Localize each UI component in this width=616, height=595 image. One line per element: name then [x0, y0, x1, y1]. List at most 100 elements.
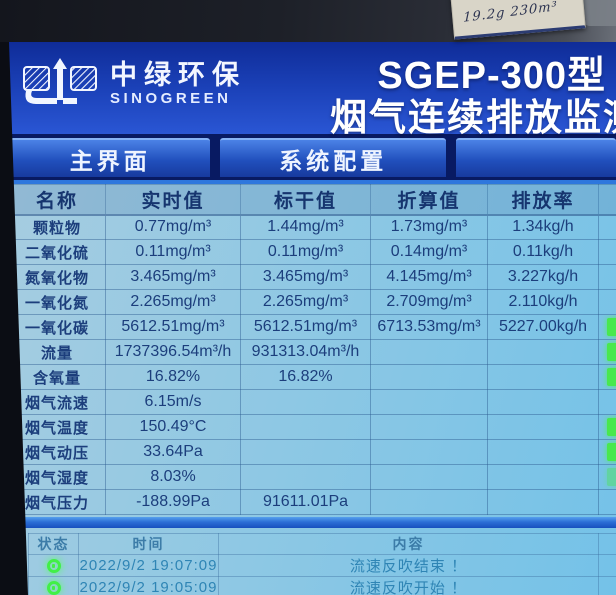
- table-row: 二氧化硫 0.11mg/m³ 0.11mg/m³ 0.14mg/m³ 0.11k…: [8, 239, 616, 265]
- section-separator: [8, 517, 616, 528]
- param-name: 烟气流速: [8, 389, 106, 415]
- value-rate: 2.110kg/h: [487, 289, 599, 315]
- value-rate: 0.11kg/h: [487, 239, 599, 265]
- value-standard: [240, 464, 371, 490]
- value-converted: 6713.53mg/m³: [370, 314, 488, 340]
- page-title-line2: 烟气连续排放监测: [330, 97, 616, 138]
- status-content: 流速反吹结束 ！: [218, 554, 599, 577]
- info-icon: [46, 559, 61, 574]
- row-indicator: [607, 418, 616, 436]
- table-row: 烟气压力 -188.99Pa 91611.01Pa: [8, 489, 616, 515]
- tab-bar: 主界面 系统配置: [8, 134, 616, 180]
- status-content: 流速反吹开始 ！: [218, 576, 599, 595]
- status-row: 2022/9/2 19:07:09 流速反吹结束 ！: [28, 554, 616, 577]
- brand-name-cn: 中绿环保: [110, 60, 246, 90]
- value-standard: 3.465mg/m³: [240, 264, 371, 290]
- value-converted: [370, 339, 488, 365]
- value-realtime: 3.465mg/m³: [105, 264, 241, 290]
- value-rate: [487, 439, 599, 465]
- value-standard: 5612.51mg/m³: [240, 314, 371, 340]
- row-indicator: [607, 468, 616, 486]
- value-standard: 0.11mg/m³: [240, 239, 371, 265]
- brand-name-en: SINOGREEN: [110, 90, 232, 107]
- row-indicator: [607, 293, 616, 311]
- value-converted: [370, 439, 488, 465]
- value-realtime: 0.77mg/m³: [105, 214, 241, 240]
- value-realtime: 1737396.54m³/h: [105, 339, 241, 365]
- param-name: 含氧量: [8, 364, 106, 390]
- tab-divider: [8, 180, 616, 184]
- value-standard: 931313.04m³/h: [240, 339, 371, 365]
- table-row: 流量 1737396.54m³/h 931313.04m³/h: [8, 339, 616, 365]
- sinogreen-emblem-icon: [23, 58, 97, 104]
- param-name: 二氧化硫: [8, 239, 106, 265]
- value-standard: 91611.01Pa: [240, 489, 371, 515]
- brand-logo: 中绿环保 SINOGREEN: [22, 56, 246, 112]
- col-header-name: 名称: [8, 184, 106, 216]
- brand-text: 中绿环保 SINOGREEN: [110, 60, 246, 108]
- tab-main-screen[interactable]: 主界面: [10, 138, 211, 177]
- status-log: 状态 时间 内容 2022/9/2 19:07:09 流速反吹结束 ！ 2022…: [8, 528, 616, 595]
- status-time: 2022/9/2 19:05:09: [78, 576, 219, 595]
- tab-partial[interactable]: [456, 138, 616, 177]
- row-indicator: [607, 218, 616, 236]
- value-rate: [487, 389, 599, 415]
- table-row: 烟气动压 33.64Pa: [8, 439, 616, 465]
- measurement-header-row: 名称 实时值 标干值 折算值 排放率: [8, 184, 616, 216]
- value-realtime: 33.64Pa: [105, 439, 241, 465]
- row-indicator: [607, 268, 616, 286]
- table-row: 烟气温度 150.49°C: [8, 414, 616, 440]
- app-header: 中绿环保 SINOGREEN SGEP-300型 烟气连续排放监测: [8, 42, 616, 138]
- value-converted: 0.14mg/m³: [370, 239, 488, 265]
- value-converted: [370, 364, 488, 390]
- row-indicator: [607, 243, 616, 261]
- row-indicator: [607, 443, 616, 461]
- status-header-row: 状态 时间 内容: [28, 533, 616, 555]
- value-realtime: 150.49°C: [105, 414, 241, 440]
- table-row: 颗粒物 0.77mg/m³ 1.44mg/m³ 1.73mg/m³ 1.34kg…: [8, 214, 616, 240]
- value-rate: [487, 464, 599, 490]
- value-converted: [370, 489, 488, 515]
- status-time: 2022/9/2 19:07:09: [78, 554, 219, 577]
- value-realtime: 6.15m/s: [105, 389, 241, 415]
- col-header-indicator: [598, 184, 616, 216]
- value-standard: 16.82%: [240, 364, 371, 390]
- row-indicator: [607, 493, 616, 511]
- value-rate: [487, 364, 599, 390]
- status-row: 2022/9/2 19:05:09 流速反吹开始 ！: [28, 576, 616, 595]
- value-converted: 2.709mg/m³: [370, 289, 488, 315]
- col-header-standard: 标干值: [240, 184, 371, 216]
- value-standard: 2.265mg/m³: [240, 289, 371, 315]
- param-name: 氮氧化物: [8, 264, 106, 290]
- value-converted: [370, 464, 488, 490]
- param-name: 一氧化碳: [8, 314, 106, 340]
- param-name: 一氧化氮: [8, 289, 106, 315]
- info-icon: [46, 581, 61, 595]
- status-col-state: 状态: [28, 533, 79, 555]
- col-header-realtime: 实时值: [105, 184, 241, 216]
- value-realtime: 2.265mg/m³: [105, 289, 241, 315]
- table-row: 氮氧化物 3.465mg/m³ 3.465mg/m³ 4.145mg/m³ 3.…: [8, 264, 616, 290]
- value-standard: 1.44mg/m³: [240, 214, 371, 240]
- status-col-time: 时间: [78, 533, 219, 555]
- bezel-corner-highlight: [582, 0, 616, 26]
- page-title-line1: SGEP-300型: [377, 55, 606, 97]
- value-converted: 4.145mg/m³: [370, 264, 488, 290]
- status-col-content: 内容: [218, 533, 599, 555]
- measurement-table: 名称 实时值 标干值 折算值 排放率 颗粒物 0.77mg/m³ 1.44mg/…: [8, 184, 616, 515]
- row-indicator: [607, 343, 616, 361]
- value-realtime: 0.11mg/m³: [105, 239, 241, 265]
- value-converted: [370, 414, 488, 440]
- param-name: 流量: [8, 339, 106, 365]
- value-converted: 1.73mg/m³: [370, 214, 488, 240]
- row-indicator: [607, 393, 616, 411]
- table-row: 一氧化氮 2.265mg/m³ 2.265mg/m³ 2.709mg/m³ 2.…: [8, 289, 616, 315]
- value-rate: 5227.00kg/h: [487, 314, 599, 340]
- table-row: 烟气湿度 8.03%: [8, 464, 616, 490]
- value-converted: [370, 389, 488, 415]
- table-row: 含氧量 16.82% 16.82%: [8, 364, 616, 390]
- value-standard: [240, 414, 371, 440]
- param-name: 烟气温度: [8, 414, 106, 440]
- tab-system-config[interactable]: 系统配置: [220, 138, 446, 177]
- value-realtime: 5612.51mg/m³: [105, 314, 241, 340]
